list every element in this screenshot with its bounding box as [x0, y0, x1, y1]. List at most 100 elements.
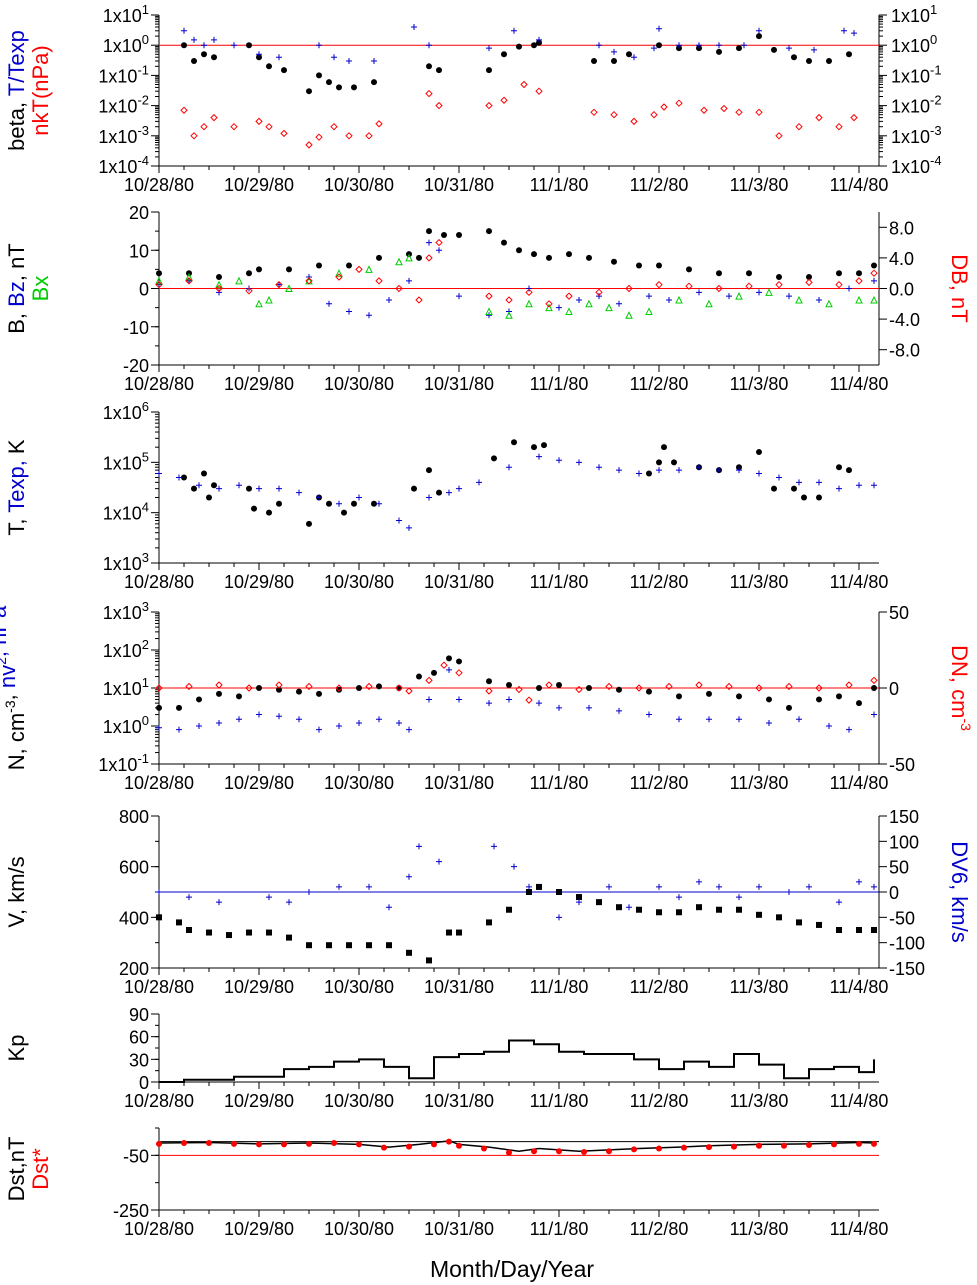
- data-point: [256, 685, 262, 691]
- y-tick-label: 60: [129, 1028, 149, 1048]
- x-tick-label: 10/29/80: [224, 374, 294, 394]
- x-tick-label: 11/2/80: [630, 977, 689, 997]
- data-point: [611, 48, 617, 55]
- data-point: [491, 455, 497, 462]
- y-tick-label: 1x10-1: [98, 62, 149, 86]
- data-point: [706, 690, 712, 697]
- data-point: [265, 295, 273, 304]
- data-point: [871, 277, 877, 284]
- data-point: [155, 280, 163, 289]
- data-point: [396, 517, 402, 524]
- data-point: [645, 307, 653, 315]
- data-point: [156, 704, 162, 711]
- y-tick-label: 1x10-3: [891, 123, 942, 147]
- data-point: [806, 1141, 812, 1148]
- data-point: [376, 716, 382, 723]
- x-tick-label: 11/1/80: [530, 374, 589, 394]
- data-point: [176, 919, 182, 926]
- data-point: [806, 274, 812, 281]
- data-point: [265, 123, 273, 131]
- data-point: [456, 696, 462, 703]
- data-point: [335, 684, 343, 692]
- data-point: [435, 238, 443, 247]
- data-point: [755, 684, 763, 692]
- data-point: [341, 509, 347, 516]
- y-axis-label-2: nkT(nPa): [28, 45, 53, 135]
- data-point: [576, 296, 582, 303]
- data-point: [366, 312, 372, 319]
- data-point: [276, 713, 282, 720]
- data-point: [526, 889, 532, 895]
- data-point: [395, 257, 403, 266]
- data-point: [176, 726, 182, 733]
- data-point: [176, 704, 182, 711]
- data-point: [536, 700, 542, 707]
- data-point: [870, 295, 878, 304]
- panel-beta: 10/28/80 10/29/80 10/30/80 10/31/80 11/1/80 1…: [4, 2, 942, 195]
- data-point: [626, 904, 632, 911]
- data-point: [230, 123, 238, 131]
- data-point: [630, 117, 638, 126]
- data-point: [671, 459, 677, 466]
- data-point: [525, 288, 533, 297]
- data-point: [696, 904, 702, 911]
- data-point: [266, 63, 272, 70]
- y-tick-label: 1x105: [103, 449, 149, 473]
- x-tick-label: 11/4/80: [830, 175, 889, 195]
- x-tick-label: 11/1/80: [530, 572, 589, 592]
- y-tick-label: 200: [119, 959, 149, 979]
- data-point: [851, 30, 857, 37]
- data-point: [646, 711, 652, 718]
- x-tick-label: 10/31/80: [424, 977, 494, 997]
- data-point: [376, 500, 382, 507]
- data-point: [705, 299, 713, 308]
- y-tick-label: 10: [129, 241, 149, 261]
- y-tick-label: 1x100: [103, 713, 149, 737]
- x-tick-label: 10/31/80: [424, 773, 494, 793]
- y-tick-label-right: -8.0: [889, 341, 920, 361]
- data-point: [695, 681, 703, 689]
- data-point: [196, 482, 202, 489]
- data-point: [456, 293, 462, 300]
- data-point: [836, 270, 842, 277]
- data-point: [286, 266, 292, 273]
- data-point: [275, 280, 283, 289]
- data-point: [741, 42, 747, 49]
- x-tick-label: 10/30/80: [324, 977, 394, 997]
- data-point: [791, 485, 797, 492]
- data-point: [486, 700, 492, 707]
- data-point: [246, 485, 252, 492]
- data-point: [576, 894, 582, 901]
- data-point: [226, 932, 232, 939]
- x-tick-label: 11/2/80: [630, 773, 689, 793]
- data-point: [806, 57, 812, 64]
- data-point: [591, 57, 597, 64]
- data-point: [696, 42, 702, 49]
- data-point: [656, 42, 662, 49]
- x-tick-label: 10/29/80: [224, 977, 294, 997]
- data-point: [156, 281, 162, 288]
- x-tick-label: 10/31/80: [424, 1219, 494, 1239]
- data-point: [870, 269, 878, 277]
- x-axis-label: Month/Day/Year: [430, 1256, 594, 1282]
- x-tick-label: 11/3/80: [730, 773, 789, 793]
- data-point: [656, 467, 662, 474]
- data-point: [276, 281, 282, 288]
- data-point: [305, 277, 313, 285]
- data-point: [336, 84, 342, 91]
- data-point: [871, 1140, 877, 1147]
- data-point: [485, 101, 493, 110]
- y-tick-label: 1x10-2: [98, 93, 149, 117]
- data-point: [435, 101, 443, 110]
- data-point: [616, 686, 622, 693]
- data-point: [346, 308, 352, 315]
- data-point: [211, 54, 217, 61]
- data-point: [545, 303, 553, 312]
- data-point: [855, 277, 863, 285]
- panel-kp: 10/28/80 10/29/80 10/30/80 10/31/80 11/1/80 1…: [4, 1005, 888, 1111]
- data-point: [256, 711, 262, 718]
- data-point: [356, 1141, 362, 1148]
- data-point: [296, 688, 302, 695]
- data-point: [855, 295, 863, 304]
- data-point: [706, 1144, 712, 1151]
